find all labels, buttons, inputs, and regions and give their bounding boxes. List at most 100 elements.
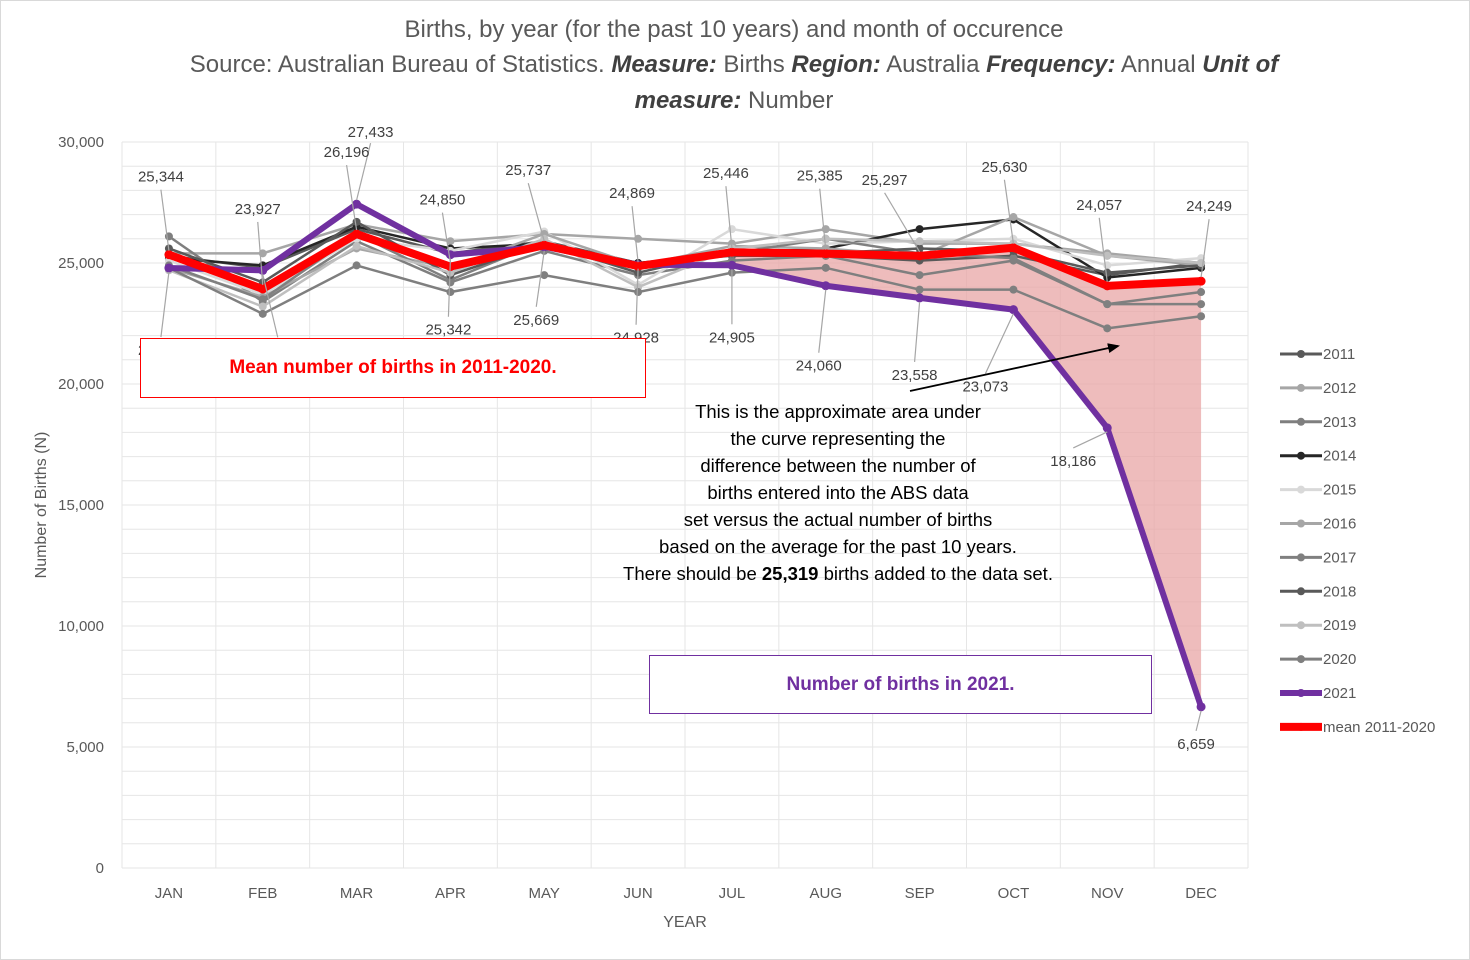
- x-tick-label: MAY: [529, 885, 560, 902]
- x-tick-label: FEB: [248, 885, 277, 902]
- series-2018-point: [352, 217, 361, 226]
- series-mean-point: [1196, 276, 1206, 286]
- series-2021-point: [1102, 423, 1112, 433]
- y-axis-title: Number of Births (N): [33, 432, 50, 579]
- legend-item-2021-marker: [1297, 689, 1305, 697]
- y2021-data-label: 23,558: [892, 367, 938, 384]
- y2021-label-leader: [160, 271, 170, 338]
- series-2021-point: [445, 250, 455, 260]
- series-2021-point: [915, 293, 925, 303]
- series-2020-point: [915, 285, 924, 294]
- series-mean-point: [539, 240, 549, 250]
- chart-subtitle: Source: Australian Bureau of Statistics.…: [0, 51, 1468, 79]
- mean-data-label: 25,344: [138, 169, 184, 186]
- region-label: Region:: [791, 51, 881, 78]
- y2021-data-label: 23,073: [962, 379, 1008, 396]
- note-last-bold: 25,319: [761, 563, 819, 584]
- mean-data-label: 26,196: [324, 144, 370, 161]
- mean-label-leader: [725, 186, 733, 249]
- series-2021-point: [258, 265, 268, 275]
- legend-item-2011-label: 2011: [1323, 346, 1355, 363]
- series-2021-point: [352, 199, 362, 209]
- mean-data-label: 25,297: [862, 172, 908, 189]
- y2021-data-label: 6,659: [1177, 736, 1215, 753]
- mean-annotation-text: Mean number of births in 2011-2020.: [229, 357, 557, 378]
- y2021-label-leader: [356, 142, 372, 201]
- legend-item-2011-marker: [1297, 350, 1305, 358]
- series-2017-point: [258, 295, 267, 304]
- legend-item-2015-label: 2015: [1323, 482, 1356, 499]
- births-2021-annotation-box: Number of births in 2021.: [649, 655, 1152, 714]
- mean-data-label: 24,057: [1076, 197, 1122, 214]
- x-tick-label: OCT: [998, 885, 1030, 902]
- y2021-label-leader: [535, 250, 545, 307]
- mean-label-leader: [1003, 179, 1015, 244]
- series-2018-point: [915, 244, 924, 253]
- series-2020-point: [352, 261, 361, 270]
- series-2020-point: [540, 271, 549, 280]
- annotation-arrow: [909, 343, 1120, 392]
- series-2021-point: [1008, 305, 1018, 315]
- legend-item-2019-label: 2019: [1323, 617, 1356, 634]
- arrow-line: [909, 343, 1120, 392]
- mean-data-label: 25,737: [505, 162, 551, 179]
- y2021-label-leader: [913, 301, 921, 362]
- series-2013-point: [1197, 288, 1206, 297]
- region-value: Australia: [886, 51, 980, 78]
- data-labels: 25,344 23,927 26,196 24,850 25,737 24,869 25,4…: [138, 124, 1232, 753]
- legend-item-2013-marker: [1297, 417, 1305, 426]
- frequency-label: Frequency:: [986, 51, 1116, 78]
- series-2019-point: [352, 242, 361, 251]
- series-2020-point: [258, 309, 267, 318]
- y2021-label-leader: [818, 289, 827, 353]
- shortfall-area: [731, 247, 1202, 707]
- series-2021-point: [164, 263, 174, 273]
- series-2021-point: [727, 260, 737, 270]
- series-2020-point: [1103, 324, 1112, 333]
- series-2017-point: [1197, 300, 1206, 309]
- series-2019-point: [821, 234, 830, 243]
- mean-annotation-box: Mean number of births in 2011-2020.: [140, 338, 646, 398]
- shortfall-area-polygon: [731, 247, 1202, 707]
- legend-item-2015-marker: [1297, 485, 1305, 494]
- legend-item-2018-label: 2018: [1323, 583, 1356, 600]
- series-mean-point: [727, 247, 737, 257]
- x-tick-label: JAN: [155, 885, 183, 902]
- mean-data-label: 24,869: [609, 185, 655, 202]
- legend-item-2014-marker: [1297, 451, 1305, 460]
- series-mean-point: [915, 251, 925, 261]
- series-2019-point: [540, 234, 549, 243]
- chart-title-line1: Births, by year (for the past 10 years) …: [404, 16, 1064, 43]
- series-mean-point: [821, 249, 831, 259]
- legend-item-2016-label: 2016: [1323, 516, 1356, 533]
- note-last-suffix: births added to the data set.: [823, 563, 1053, 584]
- legend[interactable]: 2011 2012 2013 2014 2015 2016 2017 2018 2019 2020…: [1280, 346, 1435, 736]
- note-line: the curve representing the: [730, 428, 946, 449]
- legend-item-2017-marker: [1297, 553, 1305, 562]
- y-tick-label: 5,000: [66, 739, 104, 756]
- y2021-label-leader: [447, 258, 452, 317]
- mean-label-leader: [1200, 219, 1210, 278]
- series-2020-point: [634, 288, 643, 297]
- series-2020-point: [821, 263, 830, 272]
- note-line: difference between the number of: [700, 455, 976, 476]
- series-2016-point: [1009, 213, 1018, 222]
- x-tick-label: JUL: [719, 885, 746, 902]
- mean-data-label: 25,385: [797, 168, 843, 185]
- series-2017-point: [1103, 300, 1112, 309]
- series-2018-point: [1103, 268, 1112, 277]
- y2021-label-leader: [635, 268, 639, 325]
- unit-value: Number: [748, 87, 834, 114]
- mean-label-leader: [527, 183, 545, 242]
- label-leader-lines: [160, 142, 1210, 731]
- series-2015-point: [727, 225, 736, 234]
- y2021-label-leader: [1072, 431, 1108, 449]
- y2021-data-label: 25,669: [513, 312, 559, 329]
- legend-item-2020-marker: [1297, 655, 1305, 664]
- x-tick-label: NOV: [1091, 885, 1124, 902]
- y2021-data-label: 25,342: [425, 322, 471, 339]
- x-tick-label: JUN: [623, 885, 652, 902]
- x-tick-label: SEP: [905, 885, 935, 902]
- mean-label-leader: [819, 188, 827, 250]
